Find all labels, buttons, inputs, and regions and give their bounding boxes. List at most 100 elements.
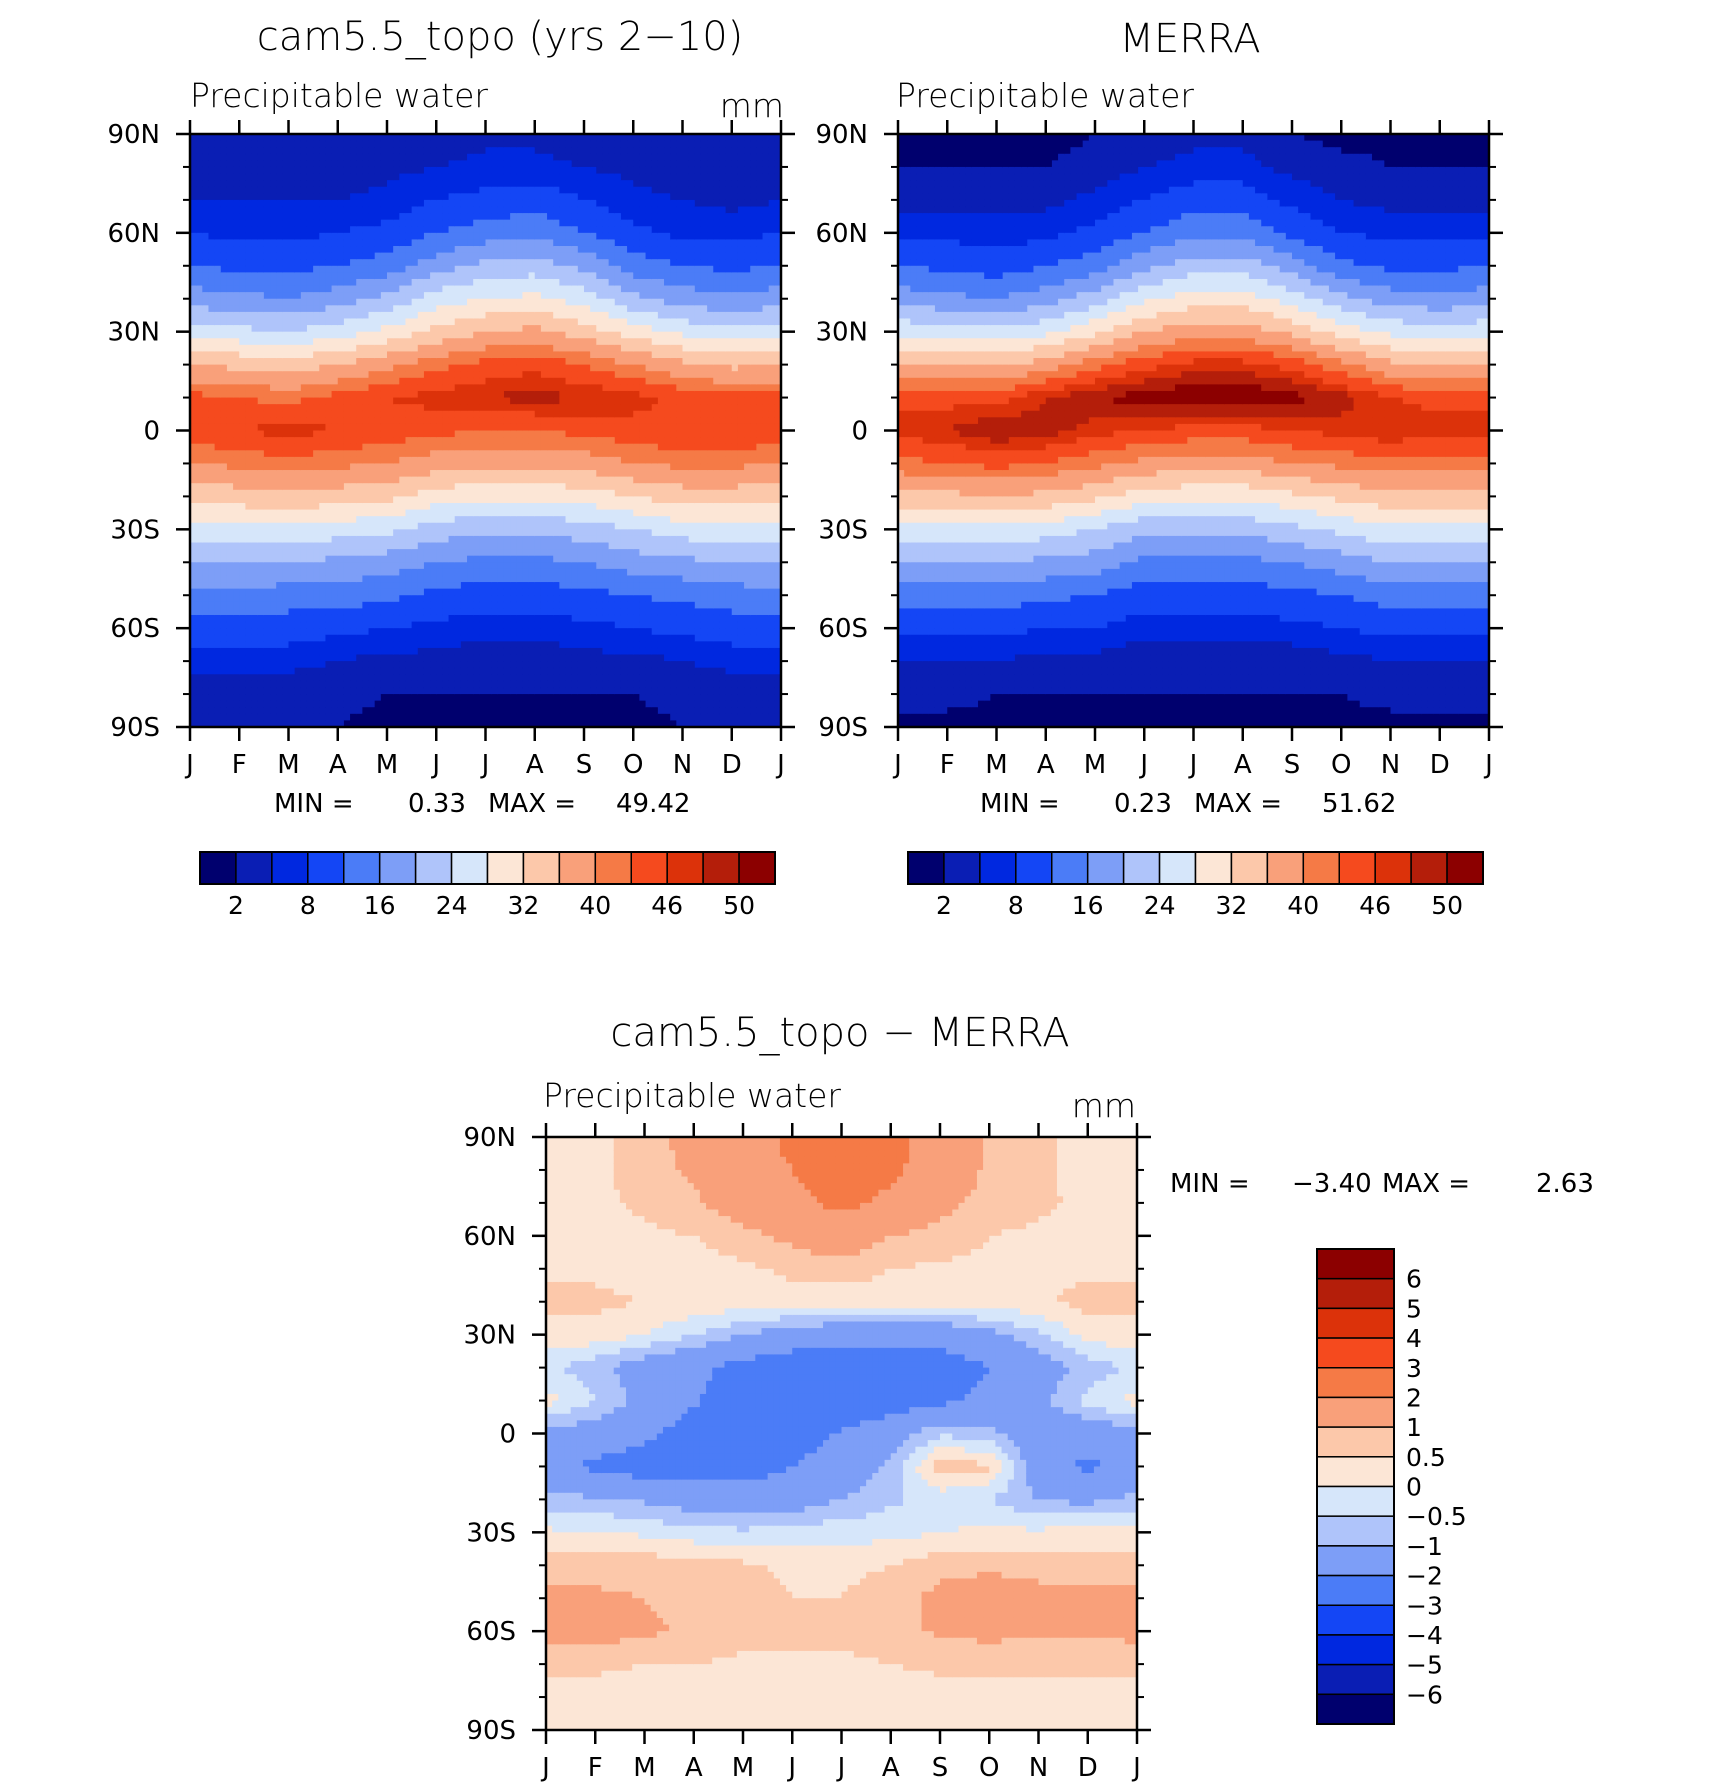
contour-cell-p0: [411, 180, 419, 188]
contour-cell-p0: [251, 206, 259, 214]
contour-cell-p0: [331, 193, 339, 201]
contour-cell-p0: [423, 140, 431, 148]
contour-cell-p0: [331, 476, 339, 484]
contour-cell-p0: [270, 470, 277, 478]
contour-cell-p0: [337, 575, 345, 583]
contour-cell-p0: [208, 292, 216, 300]
contour-cell-p0: [423, 285, 431, 293]
contour-cell-p0: [300, 443, 308, 451]
contour-cell-p0: [399, 305, 407, 313]
contour-cell-p0: [497, 338, 505, 346]
contour-cell-p0: [343, 680, 351, 689]
contour-cell-p0: [516, 621, 524, 629]
contour-cell-p0: [294, 371, 302, 379]
contour-cell-p0: [399, 489, 407, 497]
contour-cell-p0: [239, 720, 247, 728]
contour-cell-p0: [245, 542, 253, 550]
contour-cell-p0: [251, 358, 259, 366]
contour-cell-p0: [411, 694, 419, 702]
contour-cell-p0: [442, 588, 450, 596]
contour-cell-p0: [282, 404, 290, 412]
contour-cell-p0: [522, 720, 530, 728]
contour-cell-p0: [405, 278, 413, 287]
contour-cell-p0: [454, 311, 462, 320]
contour-cell-p0: [516, 186, 524, 194]
contour-cell-p0: [276, 509, 283, 517]
contour-cell-p0: [510, 364, 517, 372]
contour-cell-p0: [485, 687, 493, 695]
contour-cell-p0: [208, 265, 216, 273]
contour-cell-p0: [319, 325, 327, 333]
contour-cell-p0: [190, 496, 197, 504]
contour-cell-p0: [485, 713, 493, 722]
contour-cell-p0: [319, 318, 327, 326]
contour-cell-p0: [356, 252, 363, 260]
contour-cell-p0: [306, 529, 314, 537]
contour-cell-p0: [473, 641, 480, 649]
contour-cell-p0: [374, 470, 382, 478]
contour-cell-p0: [393, 377, 400, 385]
contour-cell-p0: [454, 516, 462, 524]
contour-cell-p0: [226, 311, 234, 320]
contour-cell-p0: [257, 489, 265, 497]
contour-cell-p0: [417, 318, 425, 326]
contour-cell-p0: [350, 390, 357, 399]
contour-cell-p0: [251, 516, 259, 524]
contour-cell-p0: [220, 450, 228, 458]
contour-cell-p0: [233, 628, 240, 636]
contour-cell-p0: [467, 232, 474, 241]
contour-cell-p0: [270, 140, 277, 148]
contour-cell-p0: [220, 186, 228, 194]
contour-cell-p0: [454, 443, 462, 451]
contour-cell-p0: [226, 549, 234, 557]
contour-cell-p0: [423, 463, 431, 471]
contour-cell-p0: [479, 384, 487, 392]
contour-cell-p0: [220, 430, 228, 438]
contour-cell-p0: [245, 608, 253, 616]
contour-cell-p0: [233, 199, 240, 208]
contour-cell-p0: [503, 384, 511, 392]
contour-cell-p0: [190, 272, 197, 280]
contour-cell-p0: [368, 397, 376, 405]
contour-cell-p0: [460, 476, 468, 484]
contour-cell-p0: [442, 489, 450, 497]
contour-cell-p0: [288, 496, 296, 504]
contour-cell-p0: [411, 404, 419, 412]
contour-cell-p0: [411, 470, 419, 478]
contour-cell-p0: [399, 246, 407, 254]
contour-cell-p0: [387, 568, 394, 577]
contour-cell-p0: [479, 549, 487, 557]
contour-cell-p0: [442, 298, 450, 306]
contour-cell-p0: [454, 509, 462, 517]
contour-cell-p0: [202, 344, 210, 353]
contour-cell-p0: [411, 522, 419, 530]
contour-cell-p0: [442, 140, 450, 148]
contour-cell-p0: [430, 390, 437, 399]
contour-cell-p0: [220, 344, 228, 353]
contour-cell-p0: [448, 456, 456, 465]
contour-cell-p0: [325, 437, 333, 445]
contour-cell-p0: [276, 331, 283, 339]
contour-cell-p0: [356, 608, 363, 616]
contour-cell-p0: [387, 140, 394, 148]
contour-cell-p0: [485, 720, 493, 728]
contour-cell-p0: [417, 252, 425, 260]
contour-cell-p0: [411, 186, 419, 194]
contour-cell-p0: [522, 562, 530, 570]
contour-cell-p0: [485, 502, 493, 511]
contour-cell-p0: [313, 206, 320, 214]
contour-cell-p0: [436, 628, 444, 636]
contour-cell-p0: [245, 516, 253, 524]
contour-cell-p0: [276, 404, 283, 412]
contour-cell-p0: [208, 140, 216, 148]
contour-cell-p0: [516, 496, 524, 504]
contour-cell-p0: [491, 535, 499, 544]
contour-cell-p0: [522, 390, 530, 399]
contour-cell-p0: [343, 397, 351, 405]
contour-cell-p0: [510, 417, 517, 425]
contour-cell-p0: [276, 153, 283, 161]
contour-cell-p0: [442, 614, 450, 623]
contour-cell-p0: [343, 338, 351, 346]
contour-cell-p0: [294, 535, 302, 544]
contour-cell-p0: [226, 476, 234, 484]
